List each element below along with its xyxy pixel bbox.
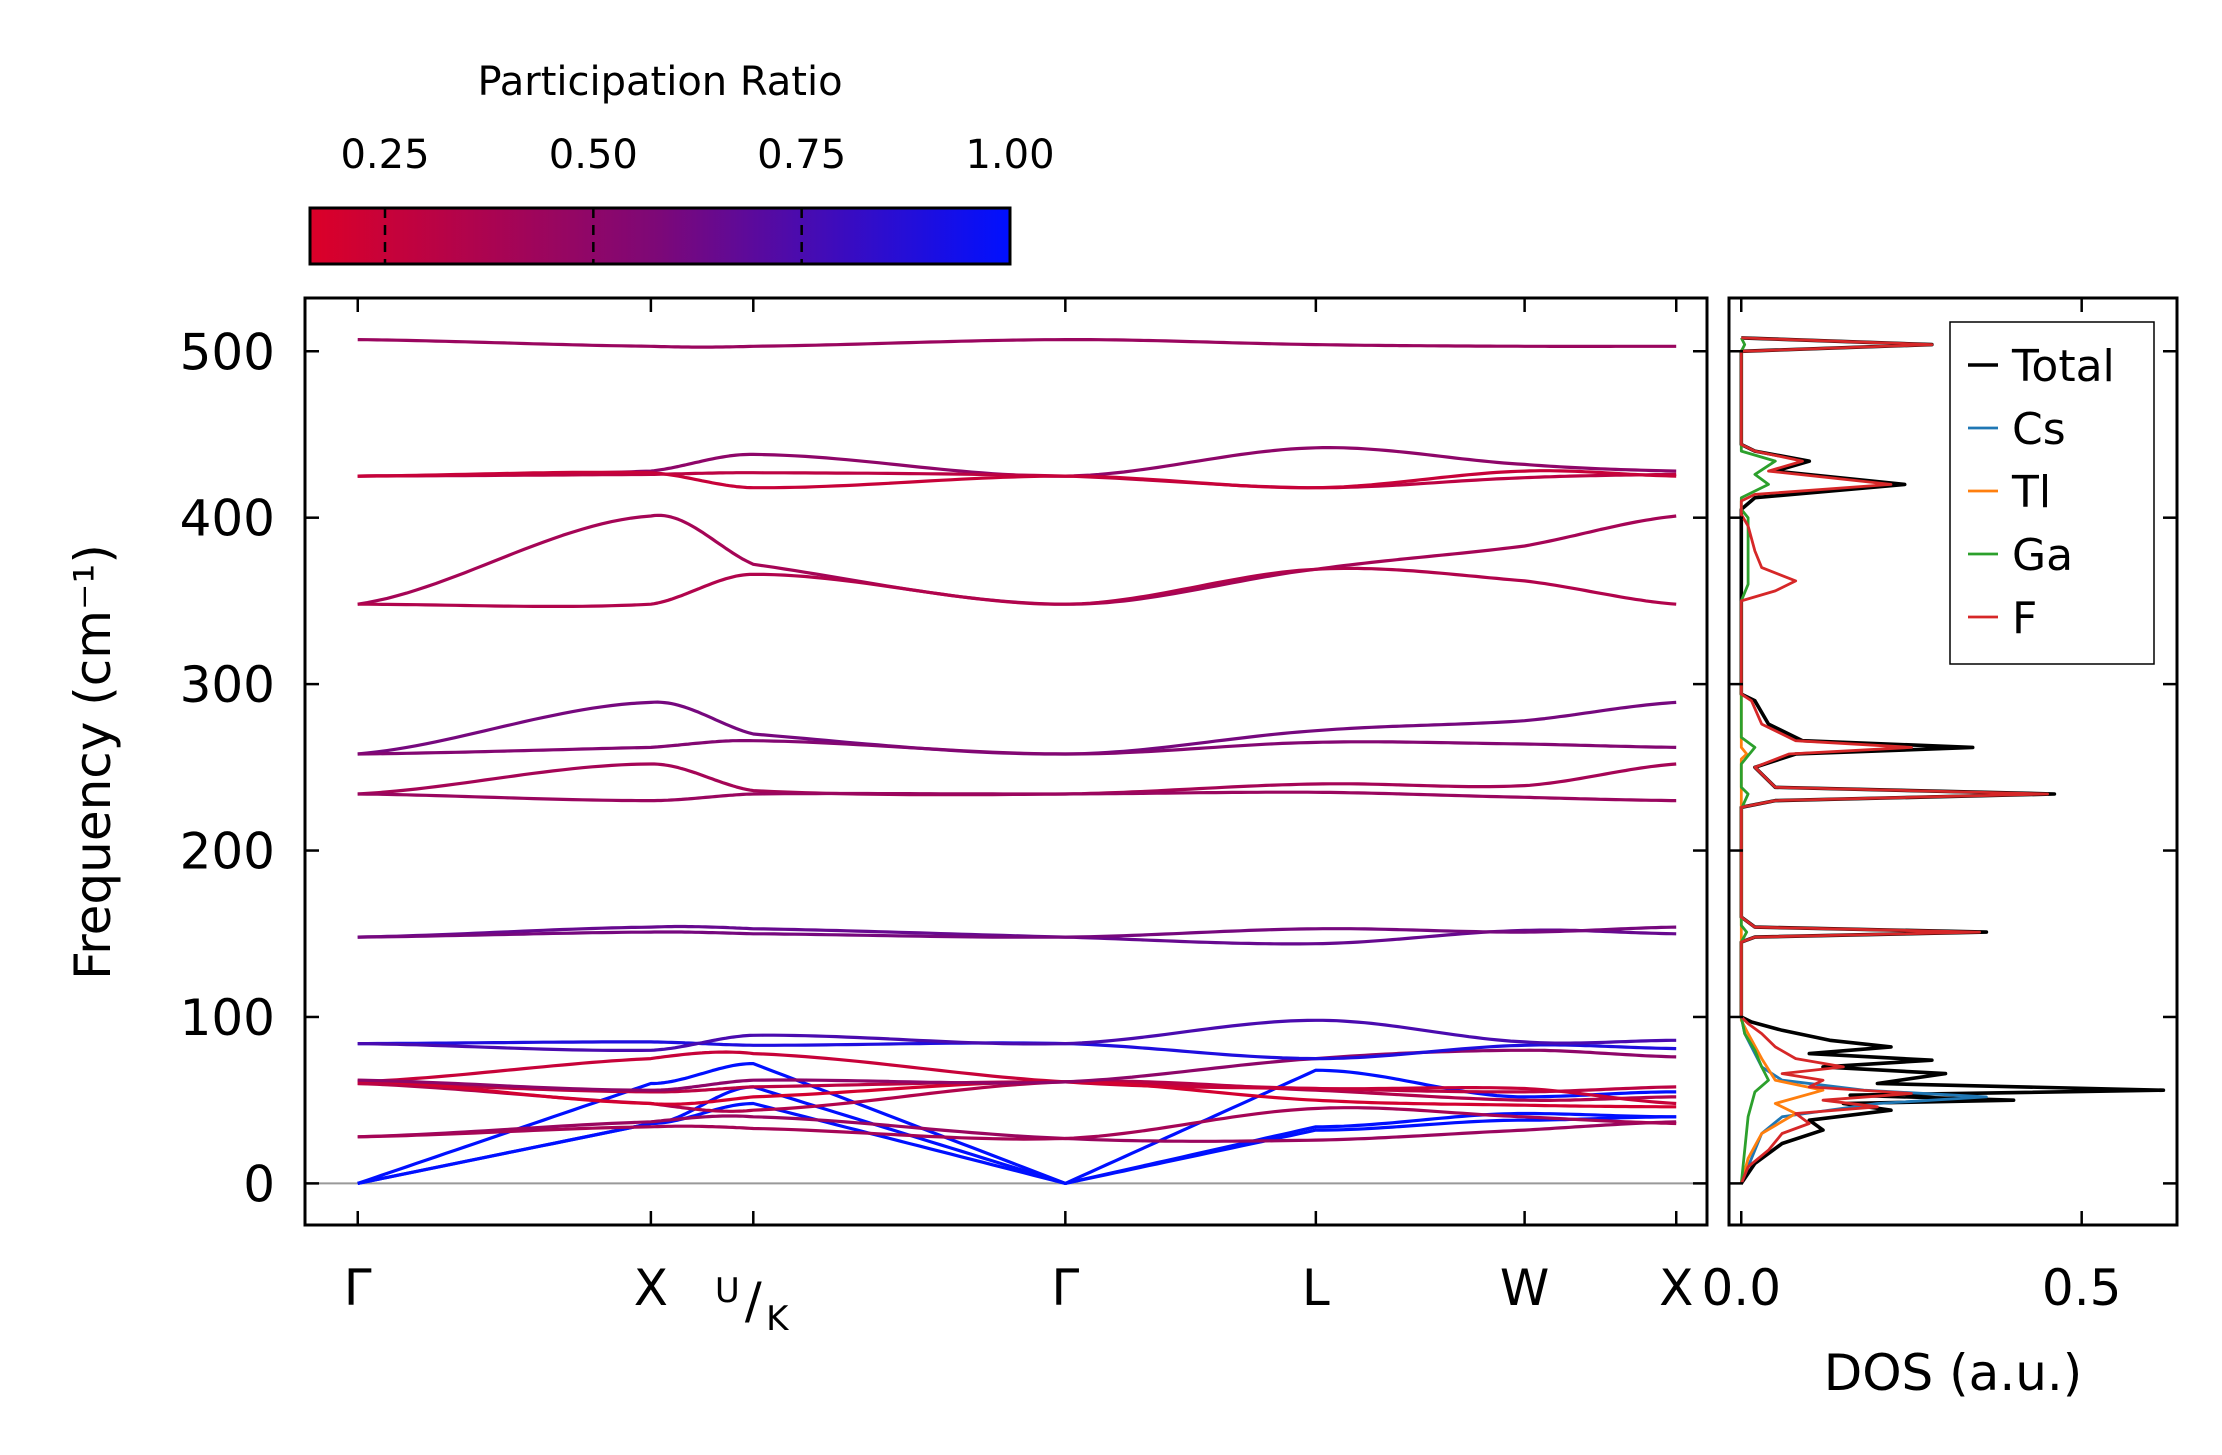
colorbar: Participation Ratio 0.25 0.50 0.75 1.00	[308, 59, 1055, 266]
band-line	[357, 1048, 1677, 1092]
dos-x-tick-label: 0.0	[1701, 1259, 1781, 1317]
colorbar-tick-label: 0.75	[757, 132, 846, 178]
dos-line-cs	[1739, 1016, 1988, 1184]
band-x-ticks: Γ X U / K Γ L W X	[344, 298, 1693, 1339]
dos-line-f	[1739, 336, 2049, 1184]
dos-ticks: 0.0 0.5	[1701, 298, 2177, 1317]
band-y-tick-label: 500	[180, 323, 275, 381]
band-x-tick-label-sub: K	[766, 1299, 790, 1339]
band-line	[357, 700, 1677, 756]
dos-legend: Total Cs Tl Ga F	[1949, 321, 2155, 665]
dos-lines	[1739, 336, 2166, 1185]
band-line	[357, 924, 1677, 946]
band-y-ticks: 0 100 200 300 400 500	[180, 323, 1707, 1213]
band-line	[357, 338, 1677, 349]
band-frame	[303, 296, 1709, 1227]
colorbar-tick-label: 1.00	[965, 132, 1054, 178]
band-x-tick-label: W	[1500, 1259, 1549, 1317]
band-y-tick-label: 400	[180, 490, 275, 548]
dos-x-label: DOS (a.u.)	[1824, 1344, 2083, 1402]
legend-label: Ga	[2012, 530, 2073, 581]
band-line	[357, 1106, 1677, 1141]
band-line	[357, 925, 1677, 939]
legend-label: Tl	[2011, 467, 2051, 518]
band-y-label: Frequency (cm⁻¹)	[64, 544, 122, 980]
dos-line-tl	[1739, 684, 1825, 1184]
colorbar-gradient	[308, 206, 1012, 266]
band-line	[357, 1062, 1677, 1185]
band-y-tick-label: 200	[180, 823, 275, 881]
band-line	[357, 566, 1677, 608]
legend-box	[1949, 321, 2155, 665]
band-x-tick-label-slash: /	[745, 1272, 762, 1330]
band-x-tick-label: L	[1302, 1259, 1330, 1317]
band-y-tick-label: 100	[180, 989, 275, 1047]
colorbar-ticks: 0.25 0.50 0.75 1.00	[340, 132, 1055, 264]
band-x-tick-label: X	[1659, 1259, 1693, 1317]
band-x-tick-label: Γ	[1051, 1259, 1079, 1317]
band-y-tick-label: 0	[243, 1155, 275, 1213]
colorbar-tick-label: 0.50	[549, 132, 638, 178]
legend-label: F	[2012, 593, 2037, 644]
band-line	[357, 762, 1677, 797]
band-structure-panel: 0 100 200 300 400 500 Γ X U / K Γ L W X Frequency (cm…	[64, 296, 1709, 1339]
band-y-tick-label: 300	[180, 656, 275, 714]
band-line	[357, 513, 1677, 606]
band-line	[357, 1018, 1677, 1052]
band-x-tick-label-sup: U	[715, 1271, 740, 1311]
dos-line-ga	[1739, 337, 1777, 1184]
band-lines	[357, 338, 1677, 1185]
band-x-tick-label: Γ	[344, 1259, 372, 1317]
legend-label: Cs	[2012, 404, 2066, 455]
dos-frame	[1727, 296, 2179, 1227]
colorbar-title: Participation Ratio	[477, 59, 842, 105]
band-line	[357, 469, 1677, 490]
band-line	[357, 790, 1677, 803]
band-line	[357, 739, 1677, 756]
colorbar-tick-label: 0.25	[340, 132, 429, 178]
band-x-tick-label: X	[634, 1259, 668, 1317]
legend-label: Total	[2011, 341, 2115, 392]
dos-x-tick-label: 0.5	[2042, 1259, 2122, 1317]
dos-panel: 0.0 0.5 DOS (a.u.) Total Cs Tl Ga F	[1701, 296, 2179, 1402]
